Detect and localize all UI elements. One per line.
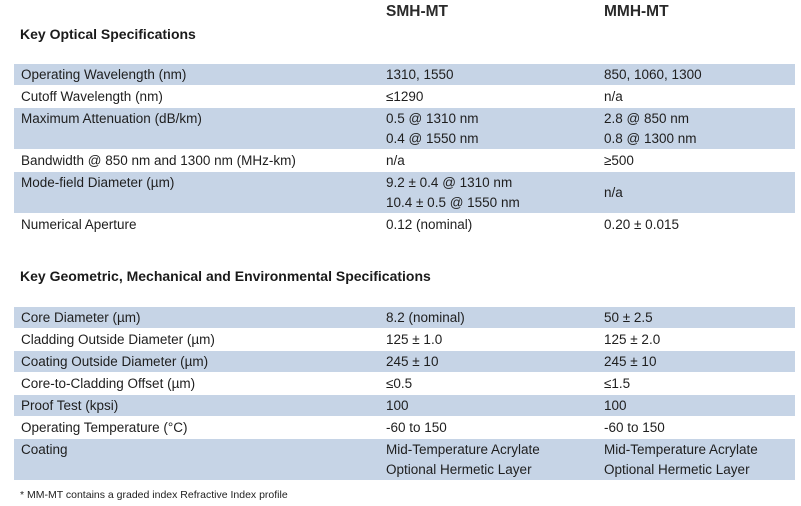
spec-value-line: 2.8 @ 850 nm [604, 111, 690, 126]
spec-value-line: 850, 1060, 1300 [604, 67, 702, 82]
spec-value-line: n/a [604, 185, 623, 200]
spec-value-smh: 8.2 (nominal) [386, 307, 604, 328]
geometric-spec-table: Core Diameter (µm) 8.2 (nominal) 50 ± 2.5 C… [14, 307, 795, 481]
spec-value-line: 125 ± 1.0 [386, 332, 443, 347]
spec-value-smh: 1310, 1550 [386, 64, 604, 85]
spec-value-line: -60 to 150 [604, 420, 665, 435]
optical-spec-table: Operating Wavelength (nm) 1310, 1550 850, … [14, 64, 795, 236]
spec-value-line: 0.12 (nominal) [386, 217, 473, 232]
spec-value-line: Mid-Temperature Acrylate [604, 442, 758, 457]
spec-row: Numerical Aperture 0.12 (nominal) 0.20 ± 0… [14, 214, 795, 236]
spec-label: Maximum Attenuation (dB/km) [21, 111, 202, 126]
spec-value-line: 100 [604, 398, 627, 413]
spec-value-line: 10.4 ± 0.5 @ 1550 nm [386, 195, 520, 210]
spec-value-line: 245 ± 10 [386, 354, 439, 369]
spec-row: Cladding Outside Diameter (µm) 125 ± 1.0 1… [14, 329, 795, 351]
spec-value-mmh: 245 ± 10 [604, 351, 795, 372]
spec-value-mmh: 0.20 ± 0.015 [604, 214, 795, 235]
column-header-mmh-mt: MMH-MT [604, 3, 669, 20]
spec-row: Proof Test (kpsi) 100 100 [14, 395, 795, 417]
spec-value-line: n/a [604, 89, 623, 104]
spec-value-smh: 100 [386, 395, 604, 416]
spec-value-line: ≥500 [604, 153, 634, 168]
spec-row: Maximum Attenuation (dB/km) 0.5 @ 1310 nm… [14, 108, 795, 150]
spec-value-smh: ≤0.5 [386, 373, 604, 394]
spec-value-line: n/a [386, 153, 405, 168]
spec-value-line: Mid-Temperature Acrylate [386, 442, 540, 457]
spec-value-line: 8.2 (nominal) [386, 310, 465, 325]
spec-value-mmh: 100 [604, 395, 795, 416]
spec-row: Coating Outside Diameter (µm) 245 ± 10 245… [14, 351, 795, 373]
spec-value-mmh: 2.8 @ 850 nm 0.8 @ 1300 nm [604, 108, 795, 149]
spec-value-smh: 125 ± 1.0 [386, 329, 604, 350]
spec-value-line: 125 ± 2.0 [604, 332, 661, 347]
spec-value-mmh: ≥500 [604, 150, 795, 171]
spec-row: Bandwidth @ 850 nm and 1300 nm (MHz-km) n… [14, 150, 795, 172]
spec-row: Mode-field Diameter (µm) 9.2 ± 0.4 @ 1310… [14, 172, 795, 214]
spec-value-mmh: 125 ± 2.0 [604, 329, 795, 350]
spec-value-mmh: Mid-Temperature Acrylate Optional Hermeti… [604, 439, 795, 480]
section-title-geometric: Key Geometric, Mechanical and Environmen… [20, 268, 431, 284]
column-header-smh-mt: SMH-MT [386, 3, 448, 20]
spec-row: Core Diameter (µm) 8.2 (nominal) 50 ± 2.5 [14, 307, 795, 329]
spec-value-smh: 0.5 @ 1310 nm 0.4 @ 1550 nm [386, 108, 604, 149]
spec-value-line: 50 ± 2.5 [604, 310, 653, 325]
spec-label: Proof Test (kpsi) [21, 398, 119, 413]
spec-value-smh: ≤1290 [386, 86, 604, 107]
spec-label: Core-to-Cladding Offset (µm) [21, 376, 196, 391]
spec-value-smh: 0.12 (nominal) [386, 214, 604, 235]
spec-value-line: ≤1290 [386, 89, 424, 104]
spec-value-line: Optional Hermetic Layer [604, 462, 750, 477]
spec-value-line: 0.4 @ 1550 nm [386, 131, 479, 146]
spec-label: Cladding Outside Diameter (µm) [21, 332, 215, 347]
spec-value-line: 245 ± 10 [604, 354, 657, 369]
spec-row: Coating Mid-Temperature Acrylate Optional … [14, 439, 795, 481]
spec-value-mmh: n/a [604, 86, 795, 107]
spec-value-mmh: n/a [604, 172, 795, 213]
spec-value-smh: 245 ± 10 [386, 351, 604, 372]
spec-value-line: 100 [386, 398, 409, 413]
spec-row: Operating Wavelength (nm) 1310, 1550 850, … [14, 64, 795, 86]
spec-label: Coating [21, 442, 68, 457]
spec-row: Cutoff Wavelength (nm) ≤1290 n/a [14, 86, 795, 108]
footnote: * MM-MT contains a graded index Refracti… [20, 489, 288, 501]
spec-value-line: -60 to 150 [386, 420, 447, 435]
spec-value-smh: Mid-Temperature Acrylate Optional Hermeti… [386, 439, 604, 480]
spec-label: Operating Wavelength (nm) [21, 67, 187, 82]
spec-label: Operating Temperature (°C) [21, 420, 188, 435]
spec-value-line: 9.2 ± 0.4 @ 1310 nm [386, 175, 513, 190]
section-title-optical: Key Optical Specifications [20, 26, 196, 42]
spec-value-line: 0.20 ± 0.015 [604, 217, 679, 232]
spec-label: Coating Outside Diameter (µm) [21, 354, 209, 369]
spec-row: Core-to-Cladding Offset (µm) ≤0.5 ≤1.5 [14, 373, 795, 395]
spec-value-line: 1310, 1550 [386, 67, 454, 82]
spec-label: Mode-field Diameter (µm) [21, 175, 175, 190]
spec-value-line: ≤1.5 [604, 376, 631, 391]
spec-value-smh: -60 to 150 [386, 417, 604, 438]
spec-value-line: 0.8 @ 1300 nm [604, 131, 697, 146]
spec-value-mmh: ≤1.5 [604, 373, 795, 394]
spec-label: Numerical Aperture [21, 217, 137, 232]
spec-value-line: 0.5 @ 1310 nm [386, 111, 479, 126]
spec-label: Core Diameter (µm) [21, 310, 141, 325]
spec-value-line: Optional Hermetic Layer [386, 462, 532, 477]
spec-label: Cutoff Wavelength (nm) [21, 89, 163, 104]
spec-label: Bandwidth @ 850 nm and 1300 nm (MHz-km) [21, 153, 296, 168]
spec-value-mmh: 50 ± 2.5 [604, 307, 795, 328]
spec-value-mmh: 850, 1060, 1300 [604, 64, 795, 85]
spec-value-mmh: -60 to 150 [604, 417, 795, 438]
spec-value-smh: n/a [386, 150, 604, 171]
spec-value-line: ≤0.5 [386, 376, 413, 391]
spec-value-smh: 9.2 ± 0.4 @ 1310 nm 10.4 ± 0.5 @ 1550 nm [386, 172, 604, 213]
spec-row: Operating Temperature (°C) -60 to 150 -60 … [14, 417, 795, 439]
